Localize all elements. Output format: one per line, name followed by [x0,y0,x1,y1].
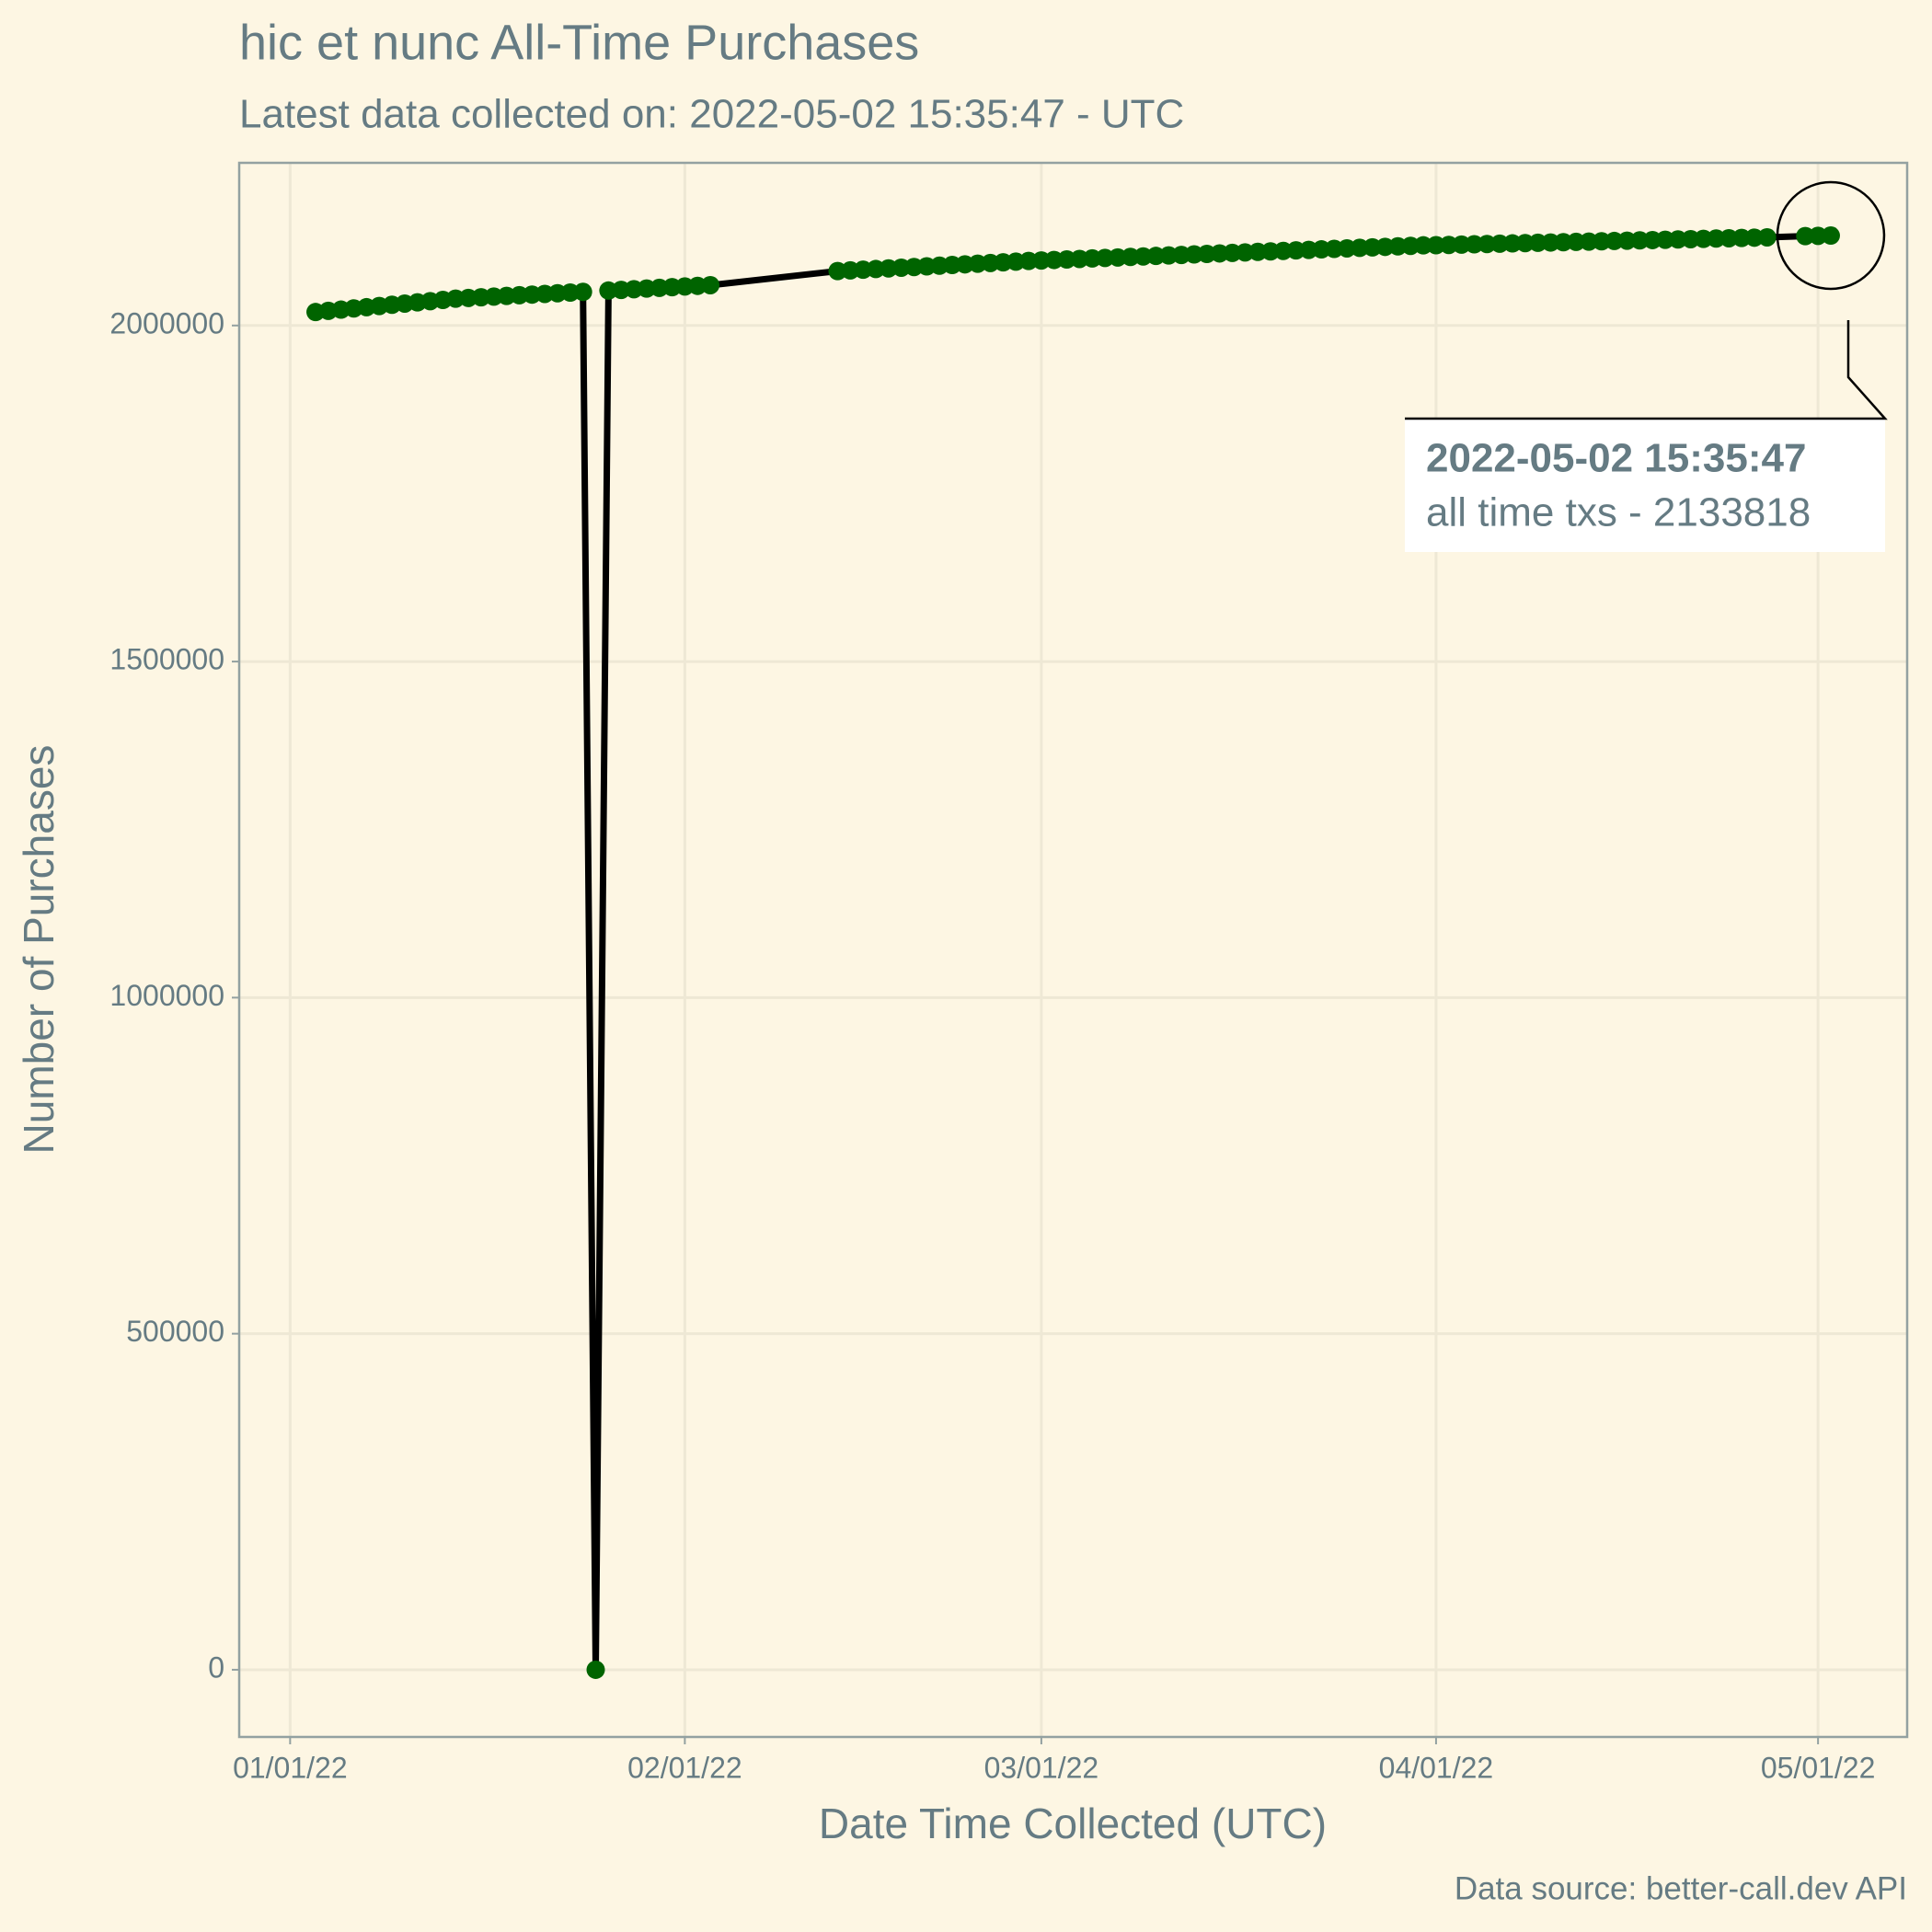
y-tick-label: 0 [208,1650,224,1684]
annotation-text: all time txs - 2133818 [1426,490,1811,535]
highlight-circle [1776,180,1886,291]
chart-title: hic et nunc All-Time Purchases [239,15,919,70]
y-axis-title: Number of Purchases [15,745,63,1155]
x-axis-title: Date Time Collected (UTC) [819,1800,1327,1847]
annotation-box [1405,419,1885,552]
x-tick-label: 02/01/22 [627,1751,742,1784]
annotation-title: 2022-05-02 15:35:47 [1426,436,1806,481]
annotation-callout [1405,320,1888,420]
data-point [701,275,720,294]
chart-subtitle: Latest data collected on: 2022-05-02 15:… [239,92,1184,137]
y-tick-label: 500000 [126,1315,224,1348]
x-tick-label: 03/01/22 [984,1751,1099,1784]
plot-border [237,161,1909,1739]
data-point [586,1660,605,1679]
y-tick-label: 2000000 [109,306,224,339]
x-tick-label: 05/01/22 [1761,1751,1876,1784]
data-point [1821,226,1840,246]
x-tick-label: 04/01/22 [1379,1751,1494,1784]
y-tick-label: 1000000 [109,979,224,1012]
data-point [1809,226,1828,246]
data-point [1757,227,1777,247]
y-tick-label: 1500000 [109,643,224,676]
data-point [1796,226,1815,246]
data-point [573,282,592,302]
data-point [1414,236,1433,255]
x-tick-label: 01/01/22 [233,1751,348,1784]
caption: Data source: better-call.dev API [1455,1870,1907,1906]
